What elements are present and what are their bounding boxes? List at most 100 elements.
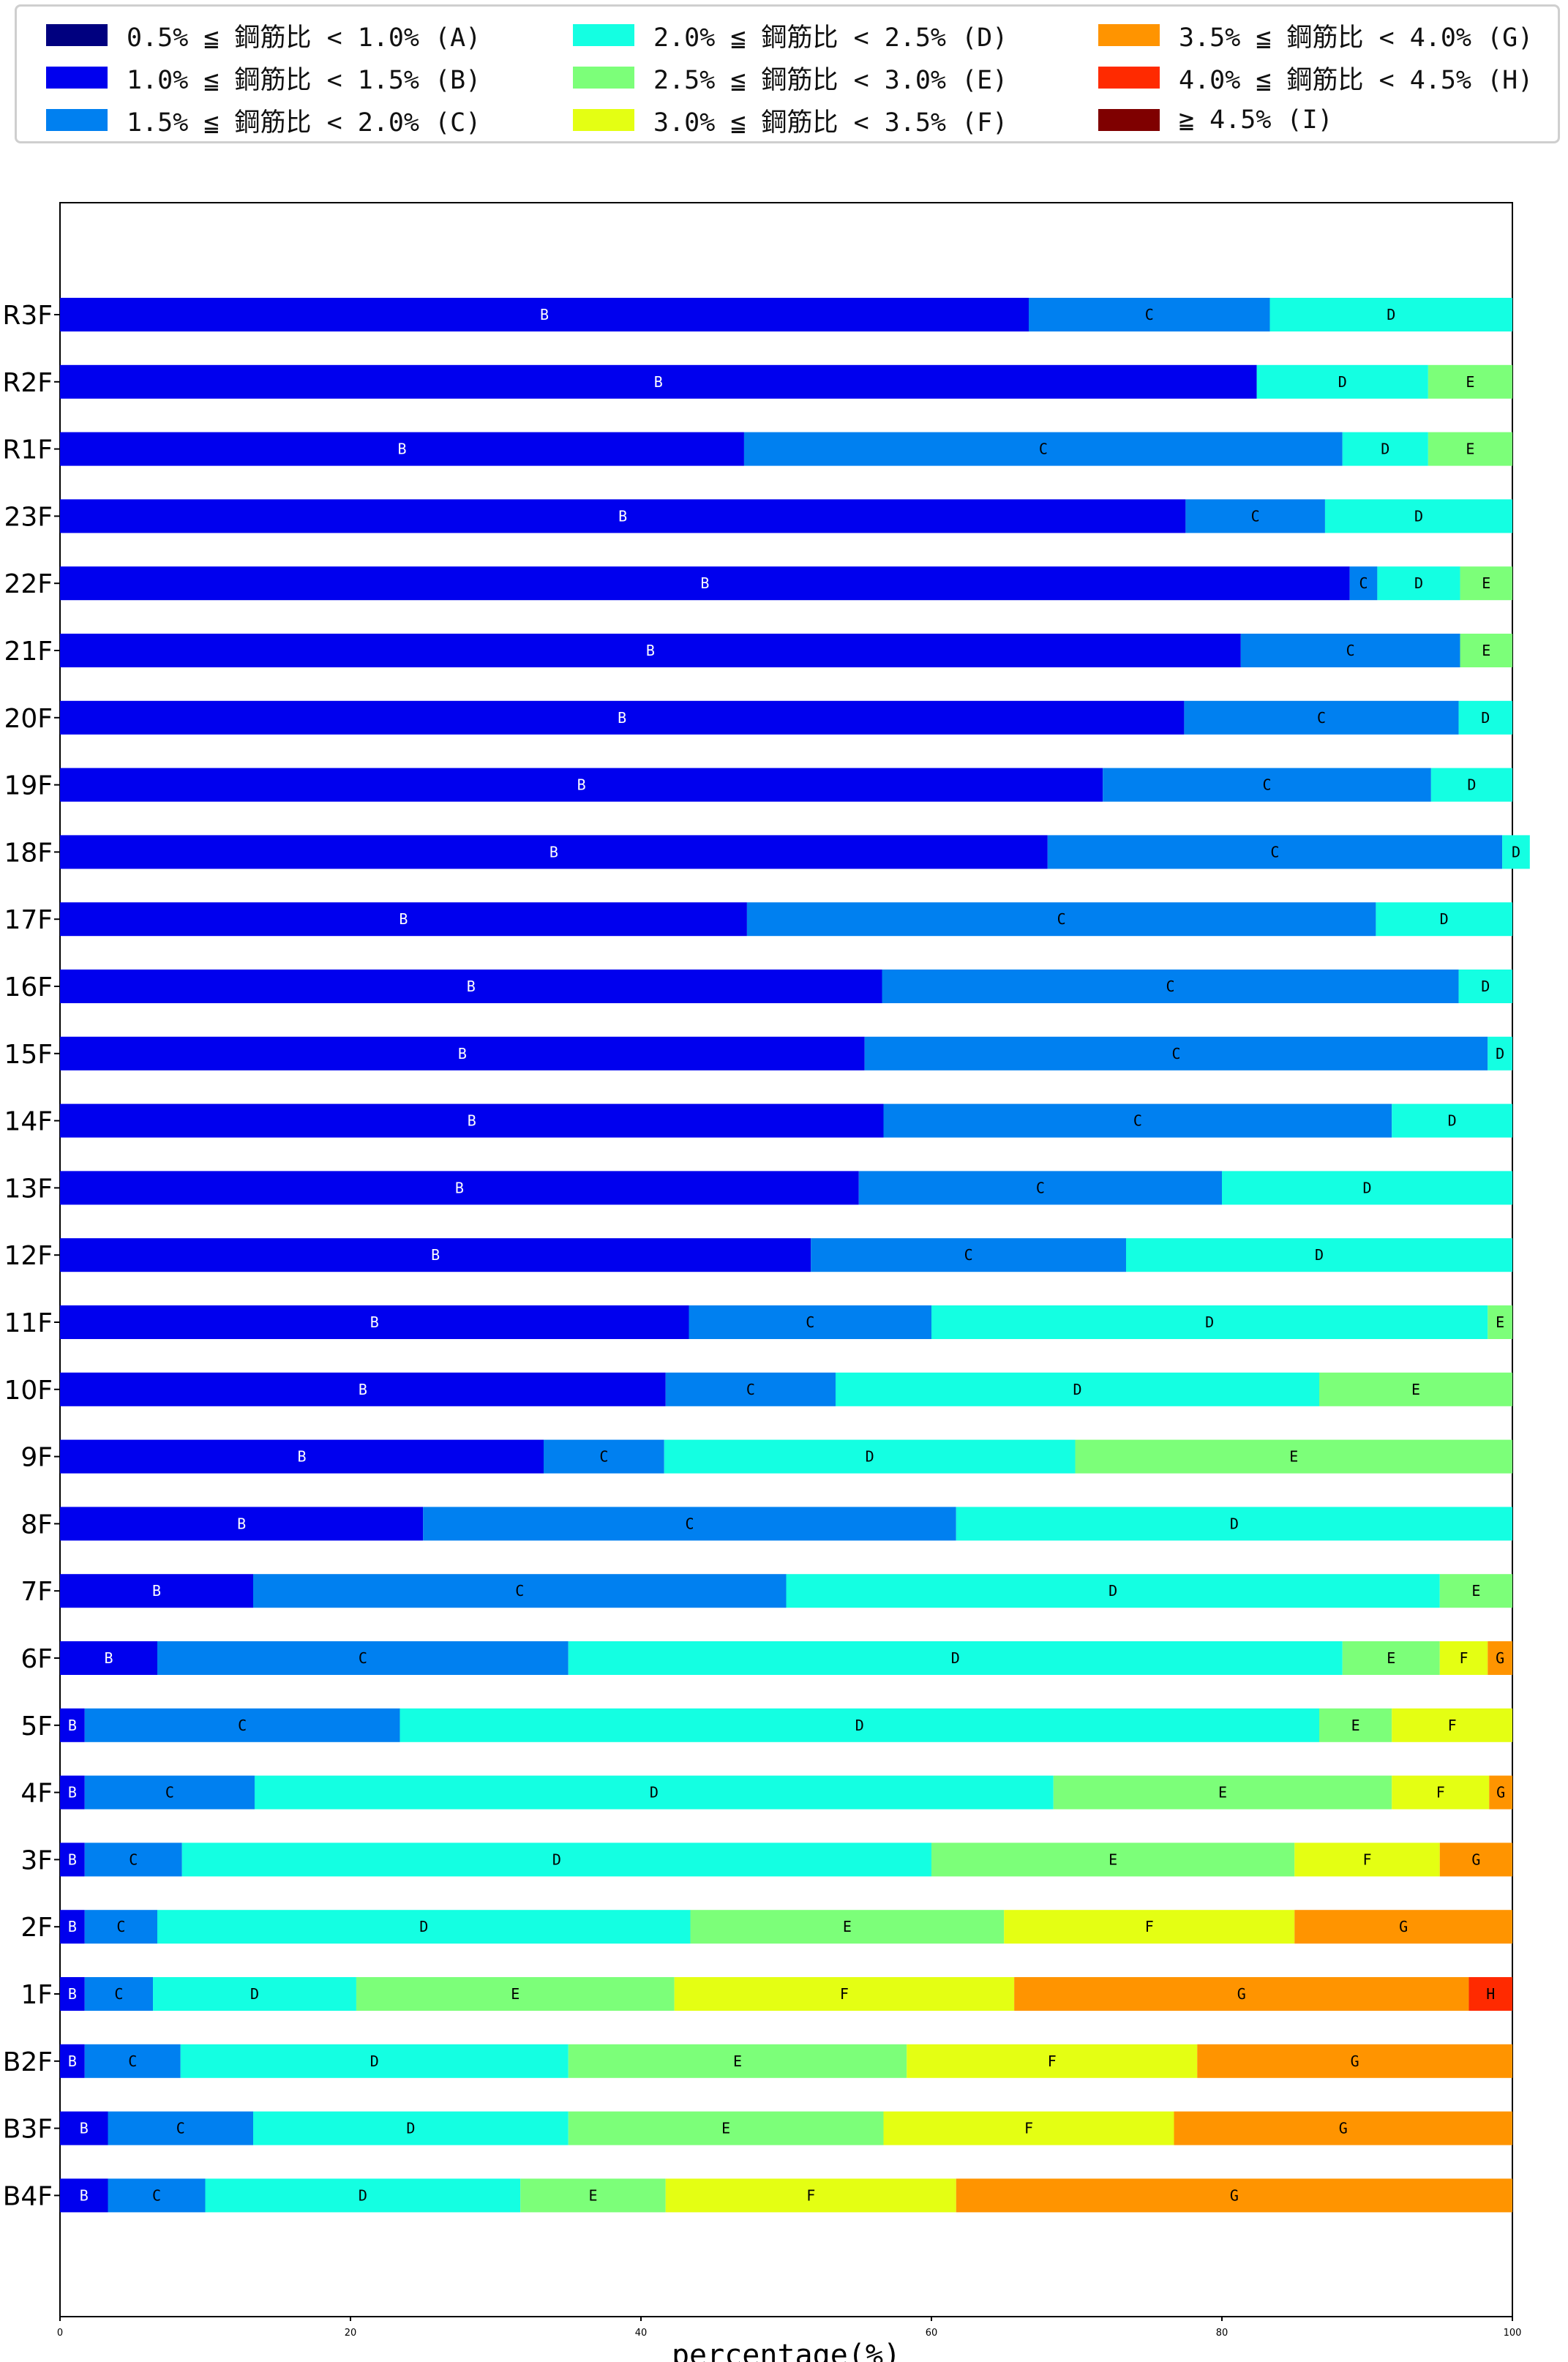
bar-segment-f [1294,1842,1440,1877]
bar-segment-b [60,1775,85,1810]
segment-label: B [152,1582,161,1600]
segment-label: G [1471,1851,1480,1868]
bar-segment-b [60,1238,811,1272]
bar-segment-g [1174,2111,1512,2145]
bar-segment-d [1458,700,1512,735]
bar-segment-b [60,1036,865,1071]
bar-segment-d [254,1775,1054,1810]
bar-segment-g [1197,2044,1512,2078]
legend-swatch [46,109,108,131]
bar-segment-c [84,1910,157,1944]
y-tick-label: 5F [20,1711,53,1741]
segment-label: C [1166,978,1175,995]
legend-swatch [1098,67,1160,89]
x-axis-label: percentage(%) [672,2339,901,2362]
segment-label: D [552,1851,561,1868]
y-tick-label: 19F [4,771,53,801]
legend-label: 1.5% ≦ 鋼筋比 < 2.0% (C) [127,108,481,138]
legend-swatch [1098,109,1160,131]
legend-item-e: 2.5% ≦ 鋼筋比 < 3.0% (E) [573,59,1008,96]
bar-segment-f [1392,1775,1490,1810]
segment-label: B [646,642,655,659]
bar-segment-b [60,1708,85,1742]
x-tick-label: 100 [1504,2328,1522,2339]
bar-segment-b [60,902,747,937]
segment-label: E [1351,1717,1360,1734]
bar-segment-b [60,1171,859,1205]
bar-segment-d [786,1574,1440,1608]
bar-segment-f [674,1977,1015,2011]
segment-label: B [654,373,663,391]
segment-label: B [68,1784,77,1802]
segment-label: D [1338,373,1347,391]
bar-segment-c [108,2111,254,2145]
segment-label: B [370,1313,379,1331]
bar-segment-c [746,902,1376,937]
segment-label: F [1362,1851,1371,1868]
bar-segment-b [60,2044,85,2078]
legend-label: 1.0% ≦ 鋼筋比 < 1.5% (B) [127,65,481,95]
y-tick-label: 18F [4,838,53,868]
segment-label: D [1512,843,1520,861]
y-tick-label: 20F [4,704,53,734]
bar-segment-c [84,1842,182,1877]
bar-segment-e [1439,1574,1512,1608]
y-tick-label: R2F [2,368,53,398]
legend-item-f: 3.0% ≦ 鋼筋比 < 3.5% (F) [573,102,1008,138]
bar-segment-e [1075,1439,1512,1474]
segment-label: F [1024,2120,1033,2137]
segment-label: D [650,1784,659,1802]
y-tick-label: 11F [4,1308,53,1338]
bar-segment-b [60,2111,108,2145]
segment-label: D [1315,1246,1324,1264]
segment-label: F [1436,1784,1445,1802]
bar-segment-c [864,1036,1488,1071]
bar-segment-e [1460,634,1512,667]
y-tick-label: 13F [4,1174,53,1204]
segment-label: F [1459,1649,1468,1667]
y-tick-label: 12F [4,1241,53,1271]
segment-label: D [1362,1179,1371,1196]
legend-item-i: ≧ 4.5% (I) [1098,102,1333,138]
bar-segment-b [60,298,1029,331]
bar-segment-d [835,1372,1319,1406]
segment-label: C [116,1918,125,1935]
segment-label: B [468,1112,476,1130]
segment-label: E [843,1918,852,1935]
bar-segment-f [1392,1708,1512,1742]
segment-label: C [152,2186,161,2204]
bar-segment-c [811,1238,1126,1272]
segment-label: B [68,2052,77,2070]
segment-label: E [1387,1649,1395,1667]
bar-segment-b [60,835,1048,869]
segment-label: B [700,574,709,592]
segment-label: D [1467,776,1476,794]
segment-label: E [1289,1448,1298,1466]
bar-segment-g [956,2178,1512,2213]
segment-label: C [1145,306,1154,323]
bar-segment-c [1047,835,1503,869]
segment-label: C [1039,440,1048,458]
y-tick-label: R1F [2,435,53,465]
segment-label: D [866,1448,874,1466]
y-tick-label: 7F [20,1577,53,1607]
segment-label: D [1481,709,1490,727]
segment-label: C [746,1381,755,1398]
segment-label: C [129,1851,138,1868]
y-tick-label: B3F [3,2115,53,2145]
segment-label: F [1145,1918,1154,1935]
segment-label: E [1471,1582,1480,1600]
legend-label: 2.0% ≦ 鋼筋比 < 2.5% (D) [653,23,1008,53]
segment-label: C [599,1448,608,1466]
y-tick-label: 10F [4,1376,53,1406]
segment-label: D [1414,574,1423,592]
y-tick-label: 4F [20,1779,53,1809]
segment-label: E [1482,574,1490,592]
segment-label: B [104,1649,113,1667]
bar-segment-c [858,1171,1222,1205]
bar-segment-b [60,970,882,1003]
segment-label: B [618,507,627,525]
segment-label: F [840,1985,849,2003]
bar-segment-b [60,1305,689,1339]
